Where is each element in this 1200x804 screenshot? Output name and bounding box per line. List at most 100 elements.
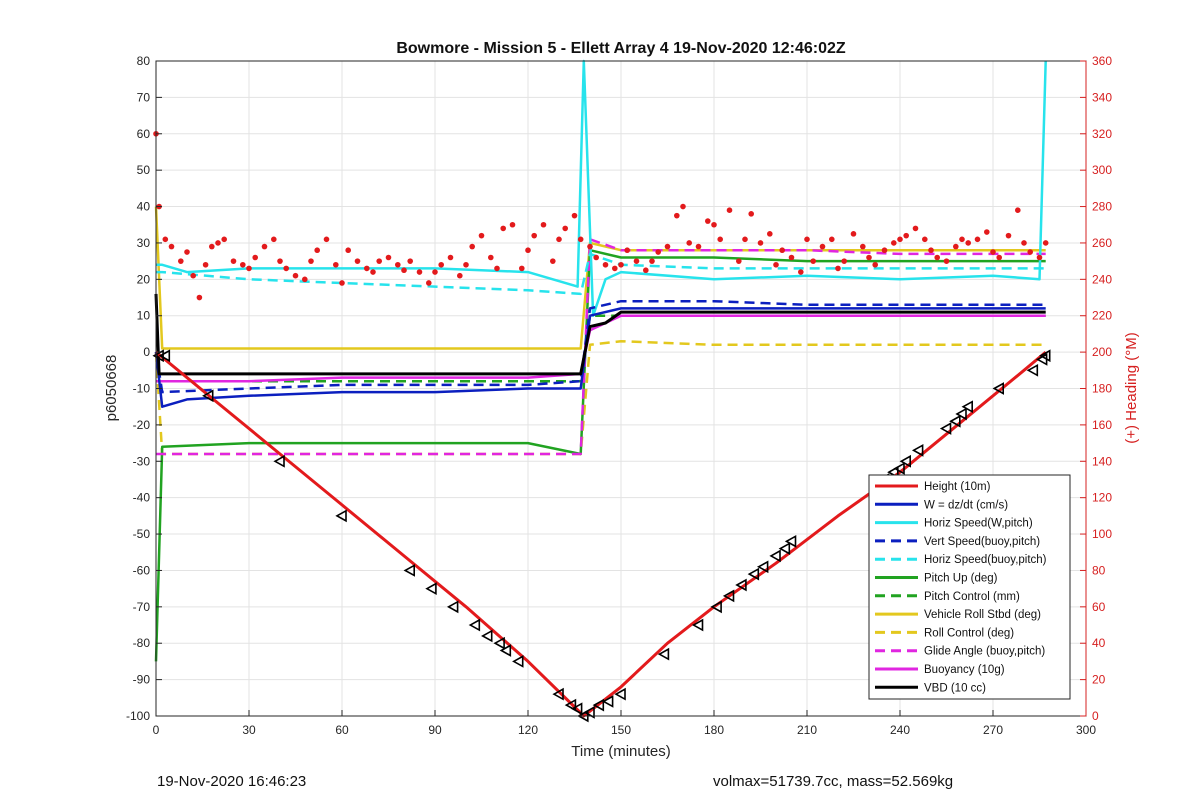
heading-dot [748, 211, 754, 217]
depth-marker [992, 382, 1005, 395]
footer-summary: volmax=51739.7cc, mass=52.569kg [713, 773, 954, 790]
heading-dot [897, 236, 903, 243]
depth-marker [614, 687, 626, 701]
heading-dot [202, 261, 209, 268]
y-tick-label-left: 70 [137, 90, 151, 104]
y-tick-label-left: 0 [143, 345, 150, 359]
depth-marker [657, 647, 670, 661]
depth-marker [592, 698, 605, 712]
legend-label: Roll Control (deg) [924, 627, 1014, 639]
heading-dot [308, 258, 314, 264]
heading-dot [478, 232, 485, 239]
depth-marker [512, 655, 524, 668]
depth-marker [756, 560, 769, 574]
heading-dot [302, 276, 308, 283]
y-tick-label-left: 30 [137, 236, 151, 250]
heading-dot [695, 243, 702, 250]
depth-marker [601, 695, 614, 708]
heading-dot [1036, 254, 1043, 261]
heading-dot [385, 254, 392, 261]
x-tick-label: 180 [704, 723, 724, 737]
series-line [155, 350, 1047, 718]
heading-dot [432, 269, 438, 275]
heading-dot [593, 254, 599, 261]
depth-marker [446, 600, 459, 614]
heading-dot [438, 261, 445, 268]
series-line [154, 339, 1046, 456]
depth-marker [1039, 349, 1051, 363]
heading-dot [922, 236, 928, 243]
heading-dot [230, 258, 237, 264]
heading-dot [624, 247, 630, 254]
heading-dot [323, 236, 330, 243]
depth-marker [911, 444, 924, 457]
depth-marker [499, 644, 512, 657]
y-tick-label-right: 340 [1092, 90, 1112, 104]
legend-label: Vehicle Roll Stbd (deg) [924, 609, 1041, 621]
depth-marker [691, 618, 704, 632]
heading-dot [509, 221, 516, 228]
heading-dot [655, 249, 661, 255]
legend-label: Buoyancy (10g) [924, 664, 1005, 676]
heading-dot [810, 258, 816, 264]
x-tick-label: 0 [153, 723, 160, 737]
y-tick-label-right: 0 [1092, 709, 1099, 723]
depth-marker [481, 629, 493, 643]
depth-marker [735, 578, 747, 592]
depth-marker [493, 636, 505, 650]
heading-dot [788, 254, 795, 261]
heading-dot [354, 258, 361, 264]
heading-dot [959, 236, 965, 243]
y-axis-left: -100-90-80-70-60-50-40-30-20-10010203040… [126, 54, 162, 723]
depth-marker [403, 564, 416, 577]
heading-dot [209, 243, 215, 250]
heading-dot [345, 247, 352, 254]
heading-dot [370, 269, 376, 275]
heading-dot [463, 261, 469, 268]
legend-label: Horiz Speed(buoy,pitch) [924, 554, 1047, 566]
heading-dot [1042, 240, 1049, 246]
depth-marker [552, 687, 564, 701]
y-tick-label-left: -70 [133, 600, 151, 614]
y-tick-label-left: -60 [133, 563, 151, 577]
y-tick-label-right: 300 [1092, 163, 1112, 177]
heading-dot [333, 261, 339, 268]
x-tick-label: 210 [797, 723, 817, 737]
footer-timestamp: 19-Nov-2020 16:46:23 [157, 773, 307, 790]
legend-label: Pitch Control (mm) [924, 591, 1020, 603]
heading-dot [664, 243, 671, 250]
depth-marker [784, 534, 797, 548]
heading-dot [674, 212, 680, 219]
series-layer [154, 59, 1047, 718]
y-tick-label-left: -10 [133, 382, 151, 396]
y-tick-label-right: 280 [1092, 200, 1112, 214]
heading-dot [866, 254, 872, 261]
heading-dot [339, 280, 345, 286]
depth-marker [1026, 363, 1039, 377]
heading-dot [928, 247, 934, 254]
heading-dot [252, 254, 258, 261]
heading-dot [633, 258, 640, 264]
depth-marker [899, 454, 912, 468]
y-tick-label-right: 100 [1092, 527, 1112, 541]
heading-dot [773, 261, 779, 268]
heading-dot [426, 280, 432, 286]
x-tick-label: 240 [890, 723, 910, 737]
depth-marker [583, 706, 595, 719]
legend-label: VBD (10 cc) [924, 682, 986, 694]
heading-dot [881, 247, 888, 254]
heading-dot [162, 236, 169, 243]
heading-dot [984, 229, 990, 235]
heading-dot [401, 267, 407, 274]
heading-dot [246, 265, 252, 272]
heading-dot [215, 240, 221, 246]
y-tick-label-right: 40 [1092, 636, 1106, 650]
y-tick-label-left: 10 [137, 309, 151, 323]
heading-dot [798, 269, 804, 275]
heading-dot [168, 243, 175, 250]
heading-dot [525, 247, 531, 254]
heading-dot [742, 236, 748, 243]
heading-dot [577, 236, 584, 243]
heading-dot [804, 236, 810, 243]
